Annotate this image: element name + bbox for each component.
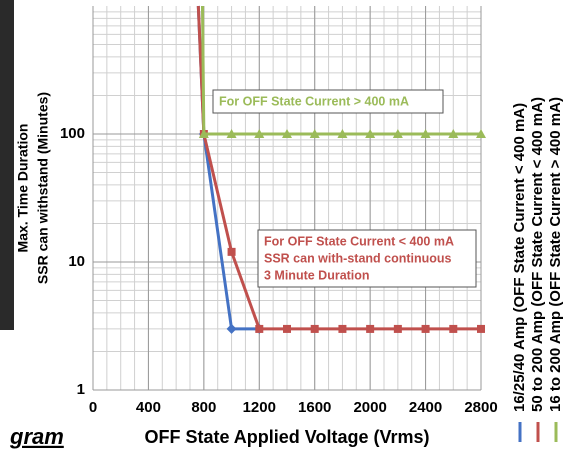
x-tick-label: 2800 <box>464 399 497 416</box>
marker <box>393 324 402 333</box>
y-label: Max. Time Duration <box>15 124 31 253</box>
y-tick-label: 1 <box>77 381 85 398</box>
marker <box>477 324 485 333</box>
annotation-box <box>257 229 477 288</box>
annotation-text: SSR can with-stand continuous <box>264 251 452 265</box>
photo-fragment <box>0 0 14 330</box>
annotation-text: For OFF State Current > 400 mA <box>219 94 409 108</box>
marker <box>476 129 486 138</box>
series-line <box>196 5 260 331</box>
x-tick-label: 800 <box>191 399 216 416</box>
legend-label: 50 to 200 Amp (OFF State Current < 400 m… <box>529 97 546 412</box>
series-line <box>200 5 481 136</box>
marker <box>392 129 403 138</box>
marker <box>449 324 458 333</box>
x-tick-label: 2000 <box>353 399 386 416</box>
y-tick-label: 100 <box>60 125 85 142</box>
y-tick-label: 10 <box>68 253 85 270</box>
caption-fragment: gram <box>9 424 64 449</box>
x-tick-label: 2400 <box>409 399 442 416</box>
marker <box>283 324 291 333</box>
marker <box>337 129 348 138</box>
annotation-text: For OFF State Current < 400 mA <box>264 234 454 248</box>
marker <box>366 324 375 333</box>
marker <box>254 129 265 138</box>
marker <box>310 324 319 333</box>
annotation-text: 3 Minute Duration <box>264 268 370 282</box>
x-tick-label: 1600 <box>298 399 331 416</box>
marker <box>226 129 237 138</box>
marker <box>226 323 237 334</box>
marker <box>227 247 236 256</box>
marker <box>309 129 320 138</box>
marker <box>420 129 431 138</box>
x-tick-label: 0 <box>89 399 97 416</box>
x-tick-label: 400 <box>136 399 161 416</box>
marker <box>448 129 459 138</box>
marker <box>198 129 209 138</box>
marker <box>338 324 347 333</box>
marker <box>421 324 430 333</box>
y-label: SSR can withstand (Minutes) <box>35 92 51 284</box>
annotation-box <box>212 89 444 114</box>
x-label: OFF State Applied Voltage (Vrms) <box>144 427 429 447</box>
marker <box>282 129 292 138</box>
series-line <box>196 5 481 331</box>
marker <box>255 324 264 333</box>
legend-label: 16/25/40 Amp (OFF State Current < 400 mA… <box>511 103 528 412</box>
x-tick-label: 1200 <box>243 399 276 416</box>
marker <box>365 129 376 138</box>
legend-label: 16 to 200 Amp (OFF State Current > 400 m… <box>547 97 564 412</box>
